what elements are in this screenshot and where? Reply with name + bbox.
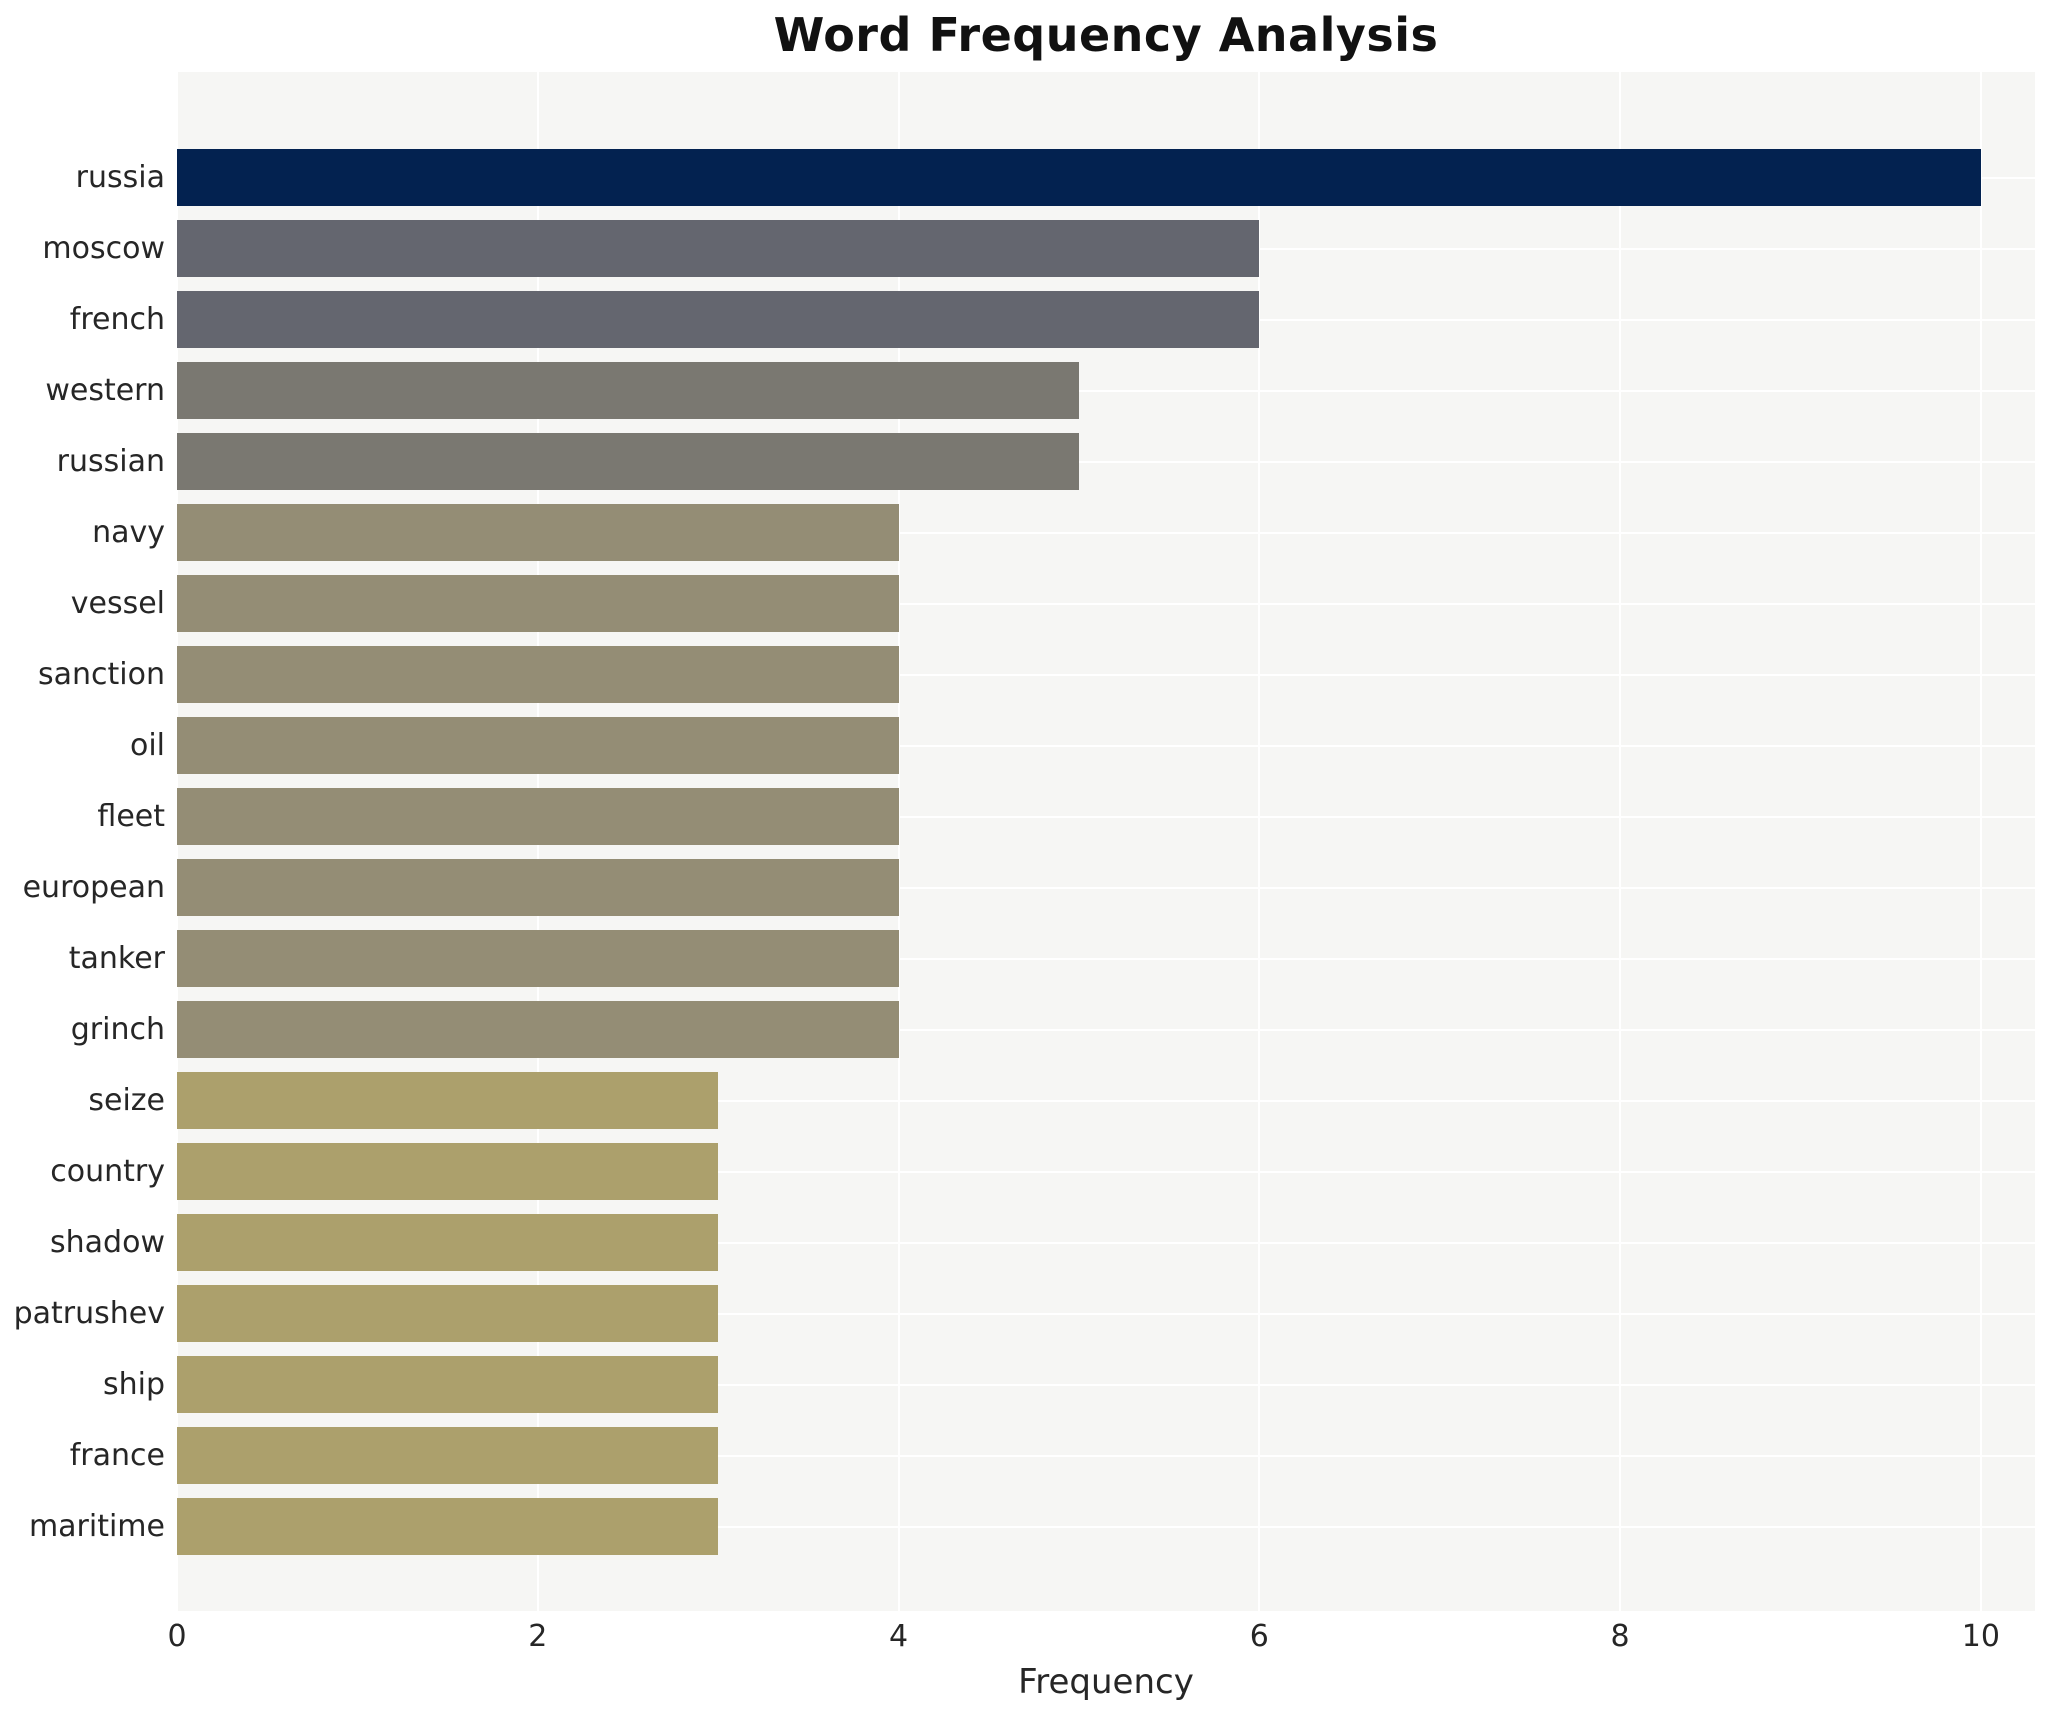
- vertical-gridline: [1619, 72, 1622, 1611]
- y-tick-label-ship: ship: [102, 1367, 165, 1402]
- bar-ship: [177, 1356, 719, 1413]
- bar-country: [177, 1143, 719, 1200]
- y-tick-label-french: french: [69, 302, 165, 337]
- x-tick-label-6: 6: [1249, 1619, 1269, 1654]
- y-axis-labels: russia moscow french western russian navy vess…: [0, 72, 165, 1611]
- y-tick-label-sanction: sanction: [38, 657, 165, 692]
- horizontal-gridline: [177, 1028, 2035, 1031]
- bar-grinch: [177, 1001, 899, 1058]
- plot-area: [176, 72, 2035, 1611]
- horizontal-gridline: [177, 602, 2035, 605]
- bar-france: [177, 1427, 719, 1484]
- bar-western: [177, 362, 1079, 419]
- x-tick-label-8: 8: [1610, 1619, 1630, 1654]
- x-tick-label-0: 0: [167, 1619, 187, 1654]
- bar-vessel: [177, 575, 899, 632]
- bar-patrushev: [177, 1285, 719, 1342]
- bar-russia: [177, 149, 1981, 206]
- y-tick-label-tanker: tanker: [68, 941, 165, 976]
- horizontal-gridline: [177, 1312, 2035, 1315]
- y-tick-label-russia: russia: [75, 160, 165, 195]
- vertical-gridline: [1258, 72, 1261, 1611]
- bar-seize: [177, 1072, 719, 1129]
- bar-navy: [177, 504, 899, 561]
- y-tick-label-oil: oil: [129, 728, 165, 763]
- bar-fleet: [177, 788, 899, 845]
- horizontal-gridline: [177, 886, 2035, 889]
- horizontal-gridline: [177, 531, 2035, 534]
- y-tick-label-patrushev: patrushev: [13, 1296, 165, 1331]
- y-tick-label-western: western: [45, 373, 165, 408]
- bar-sanction: [177, 646, 899, 703]
- y-tick-label-country: country: [50, 1154, 165, 1189]
- bar-french: [177, 291, 1260, 348]
- horizontal-gridline: [177, 1099, 2035, 1102]
- vertical-gridline: [897, 72, 900, 1611]
- y-tick-label-navy: navy: [92, 515, 165, 550]
- bar-tanker: [177, 930, 899, 987]
- y-tick-label-vessel: vessel: [70, 586, 165, 621]
- y-tick-label-france: france: [69, 1438, 165, 1473]
- y-tick-label-russian: russian: [56, 444, 165, 479]
- x-axis-label: Frequency: [1018, 1662, 1194, 1702]
- chart-title: Word Frequency Analysis: [773, 8, 1439, 62]
- x-tick-label-2: 2: [528, 1619, 548, 1654]
- horizontal-gridline: [177, 389, 2035, 392]
- bar-moscow: [177, 220, 1260, 277]
- horizontal-gridline: [177, 815, 2035, 818]
- y-tick-label-seize: seize: [88, 1083, 165, 1118]
- bar-european: [177, 859, 899, 916]
- bar-maritime: [177, 1498, 719, 1555]
- horizontal-gridline: [177, 673, 2035, 676]
- x-tick-label-10: 10: [1961, 1619, 2000, 1654]
- y-tick-label-maritime: maritime: [28, 1509, 165, 1544]
- bar-shadow: [177, 1214, 719, 1271]
- horizontal-gridline: [177, 1170, 2035, 1173]
- horizontal-gridline: [177, 1383, 2035, 1386]
- y-tick-label-european: european: [22, 870, 165, 905]
- y-tick-label-moscow: moscow: [42, 231, 165, 266]
- y-tick-label-fleet: fleet: [97, 799, 165, 834]
- y-tick-label-grinch: grinch: [70, 1012, 165, 1047]
- horizontal-gridline: [177, 1525, 2035, 1528]
- vertical-gridline: [1979, 72, 1982, 1611]
- x-axis-ticks: 0 2 4 6 8 10: [167, 1619, 2035, 1659]
- horizontal-gridline: [177, 1454, 2035, 1457]
- horizontal-gridline: [177, 744, 2035, 747]
- bar-oil: [177, 717, 899, 774]
- x-tick-label-4: 4: [889, 1619, 909, 1654]
- bar-russian: [177, 433, 1079, 490]
- horizontal-gridline: [177, 460, 2035, 463]
- horizontal-gridline: [177, 1241, 2035, 1244]
- y-tick-label-shadow: shadow: [50, 1225, 165, 1260]
- horizontal-gridline: [177, 957, 2035, 960]
